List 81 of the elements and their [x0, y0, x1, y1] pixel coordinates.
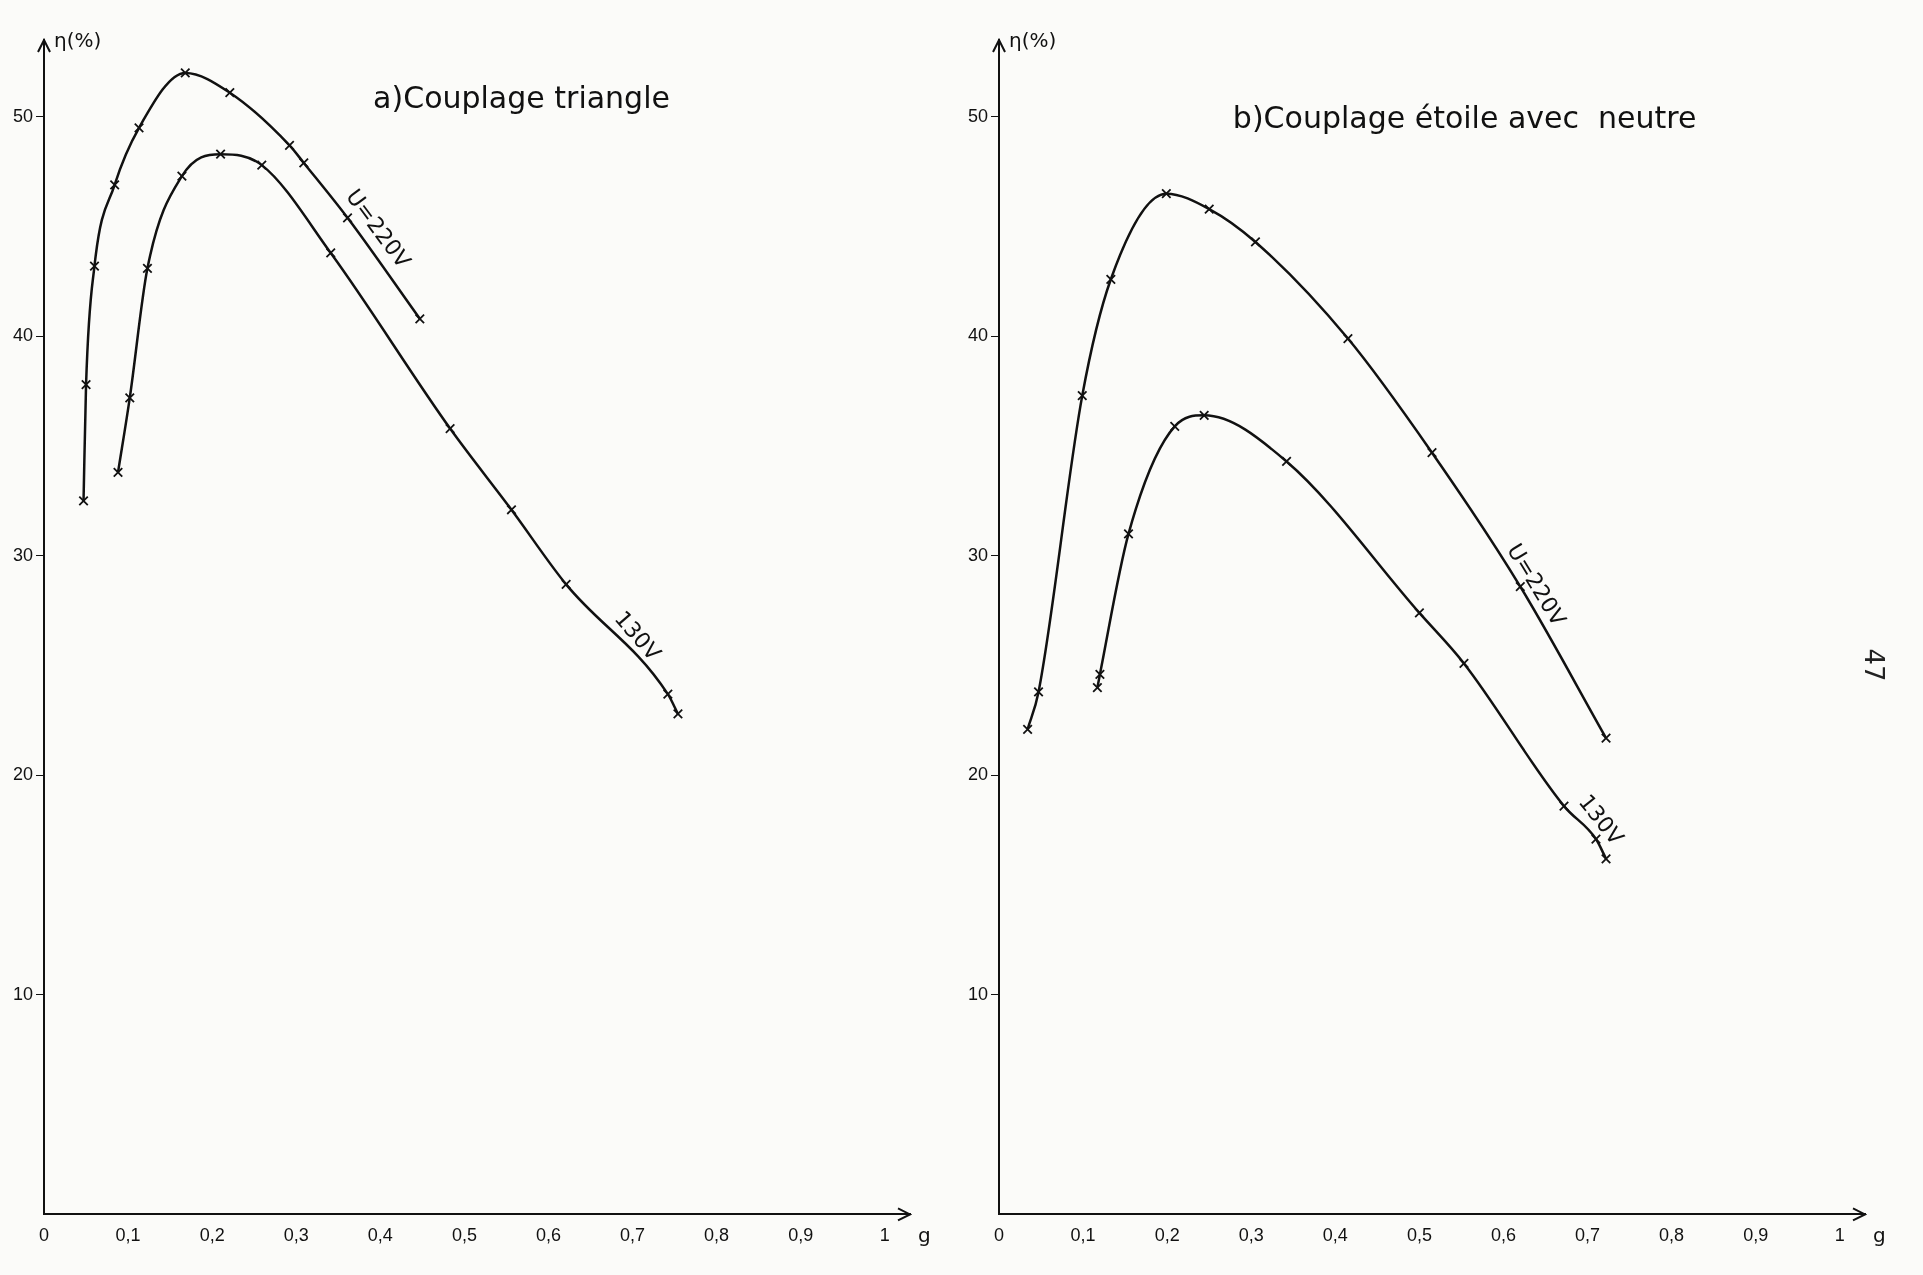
x-tick-label: 0,2	[1154, 1225, 1180, 1246]
y-tick-label: 40	[967, 325, 989, 346]
x-tick-label: 0,8	[704, 1225, 730, 1246]
point	[1199, 410, 1210, 421]
point	[325, 247, 336, 259]
point	[298, 157, 309, 169]
x-tick-label: 1	[1834, 1225, 1845, 1246]
x-axis-title: g	[1873, 1222, 1886, 1247]
x-axis-title: g	[918, 1222, 931, 1247]
x-tick-label: 0,4	[367, 1225, 393, 1246]
point	[1169, 421, 1180, 432]
x-tick-label: 1	[879, 1225, 890, 1246]
x-tick-label: 0,2	[199, 1225, 225, 1246]
point	[180, 67, 191, 79]
x-tick-label: 0,6	[535, 1225, 561, 1246]
point	[1414, 607, 1425, 619]
point	[1342, 333, 1354, 344]
point	[672, 708, 684, 720]
y-tick-label: 10	[12, 983, 34, 1004]
point	[1161, 188, 1172, 199]
point	[1458, 658, 1470, 669]
y-axis-title: η(%)	[1009, 28, 1057, 53]
point	[1250, 236, 1261, 248]
point	[142, 263, 153, 274]
x-tick-label: 0,8	[1659, 1225, 1685, 1246]
x-tick-label: 0,1	[115, 1225, 141, 1246]
point	[444, 423, 456, 434]
point	[1092, 682, 1103, 693]
point	[1123, 528, 1134, 540]
y-tick-label: 40	[12, 325, 34, 346]
y-tick-label: 30	[12, 544, 34, 565]
text: b)Couplage étoile avec neutre	[1232, 99, 1697, 135]
point	[1426, 447, 1438, 458]
point	[284, 140, 295, 151]
point	[224, 87, 235, 98]
point	[109, 179, 120, 191]
x-tick-label: 0	[39, 1225, 50, 1246]
x-tick-label: 0,3	[1238, 1225, 1264, 1246]
y-tick-label: 10	[967, 983, 989, 1004]
point	[1105, 274, 1116, 285]
point	[506, 504, 517, 515]
y-tick-label: 20	[12, 764, 34, 785]
x-tick-label: 0,7	[620, 1225, 646, 1246]
point	[1033, 686, 1044, 698]
point	[414, 313, 425, 324]
x-tick-label: 0,5	[1406, 1225, 1432, 1246]
y-axis-title: η(%)	[54, 28, 102, 53]
x-tick-label: 0	[994, 1225, 1005, 1246]
text: a)Couplage triangle	[373, 79, 670, 115]
x-tick-label: 0,6	[1490, 1225, 1516, 1246]
x-tick-label: 0,1	[1070, 1225, 1096, 1246]
x-tick-label: 0,3	[283, 1225, 309, 1246]
y-tick-label: 50	[12, 105, 34, 126]
point	[176, 170, 188, 182]
point	[1022, 724, 1033, 735]
point	[215, 149, 226, 160]
y-tick-label: 30	[967, 544, 989, 565]
point	[124, 392, 135, 403]
point	[1558, 800, 1570, 812]
x-tick-label: 0,7	[1575, 1225, 1601, 1246]
annotation: 47	[1858, 648, 1889, 682]
point	[1600, 853, 1612, 864]
x-tick-label: 0,5	[451, 1225, 477, 1246]
point	[1204, 203, 1215, 215]
point	[1600, 732, 1612, 744]
y-tick-label: 20	[967, 764, 989, 785]
point	[662, 689, 674, 700]
point	[1281, 456, 1292, 467]
point	[78, 495, 89, 507]
point	[80, 379, 92, 390]
x-tick-label: 0,4	[1322, 1225, 1348, 1246]
point	[112, 467, 124, 478]
point	[1094, 669, 1106, 680]
x-tick-label: 0,9	[788, 1225, 814, 1246]
point	[133, 122, 145, 133]
point	[256, 159, 267, 171]
point	[560, 579, 572, 590]
x-tick-label: 0,9	[1743, 1225, 1769, 1246]
point	[89, 260, 100, 272]
point	[1077, 390, 1088, 401]
y-tick-label: 50	[967, 105, 989, 126]
